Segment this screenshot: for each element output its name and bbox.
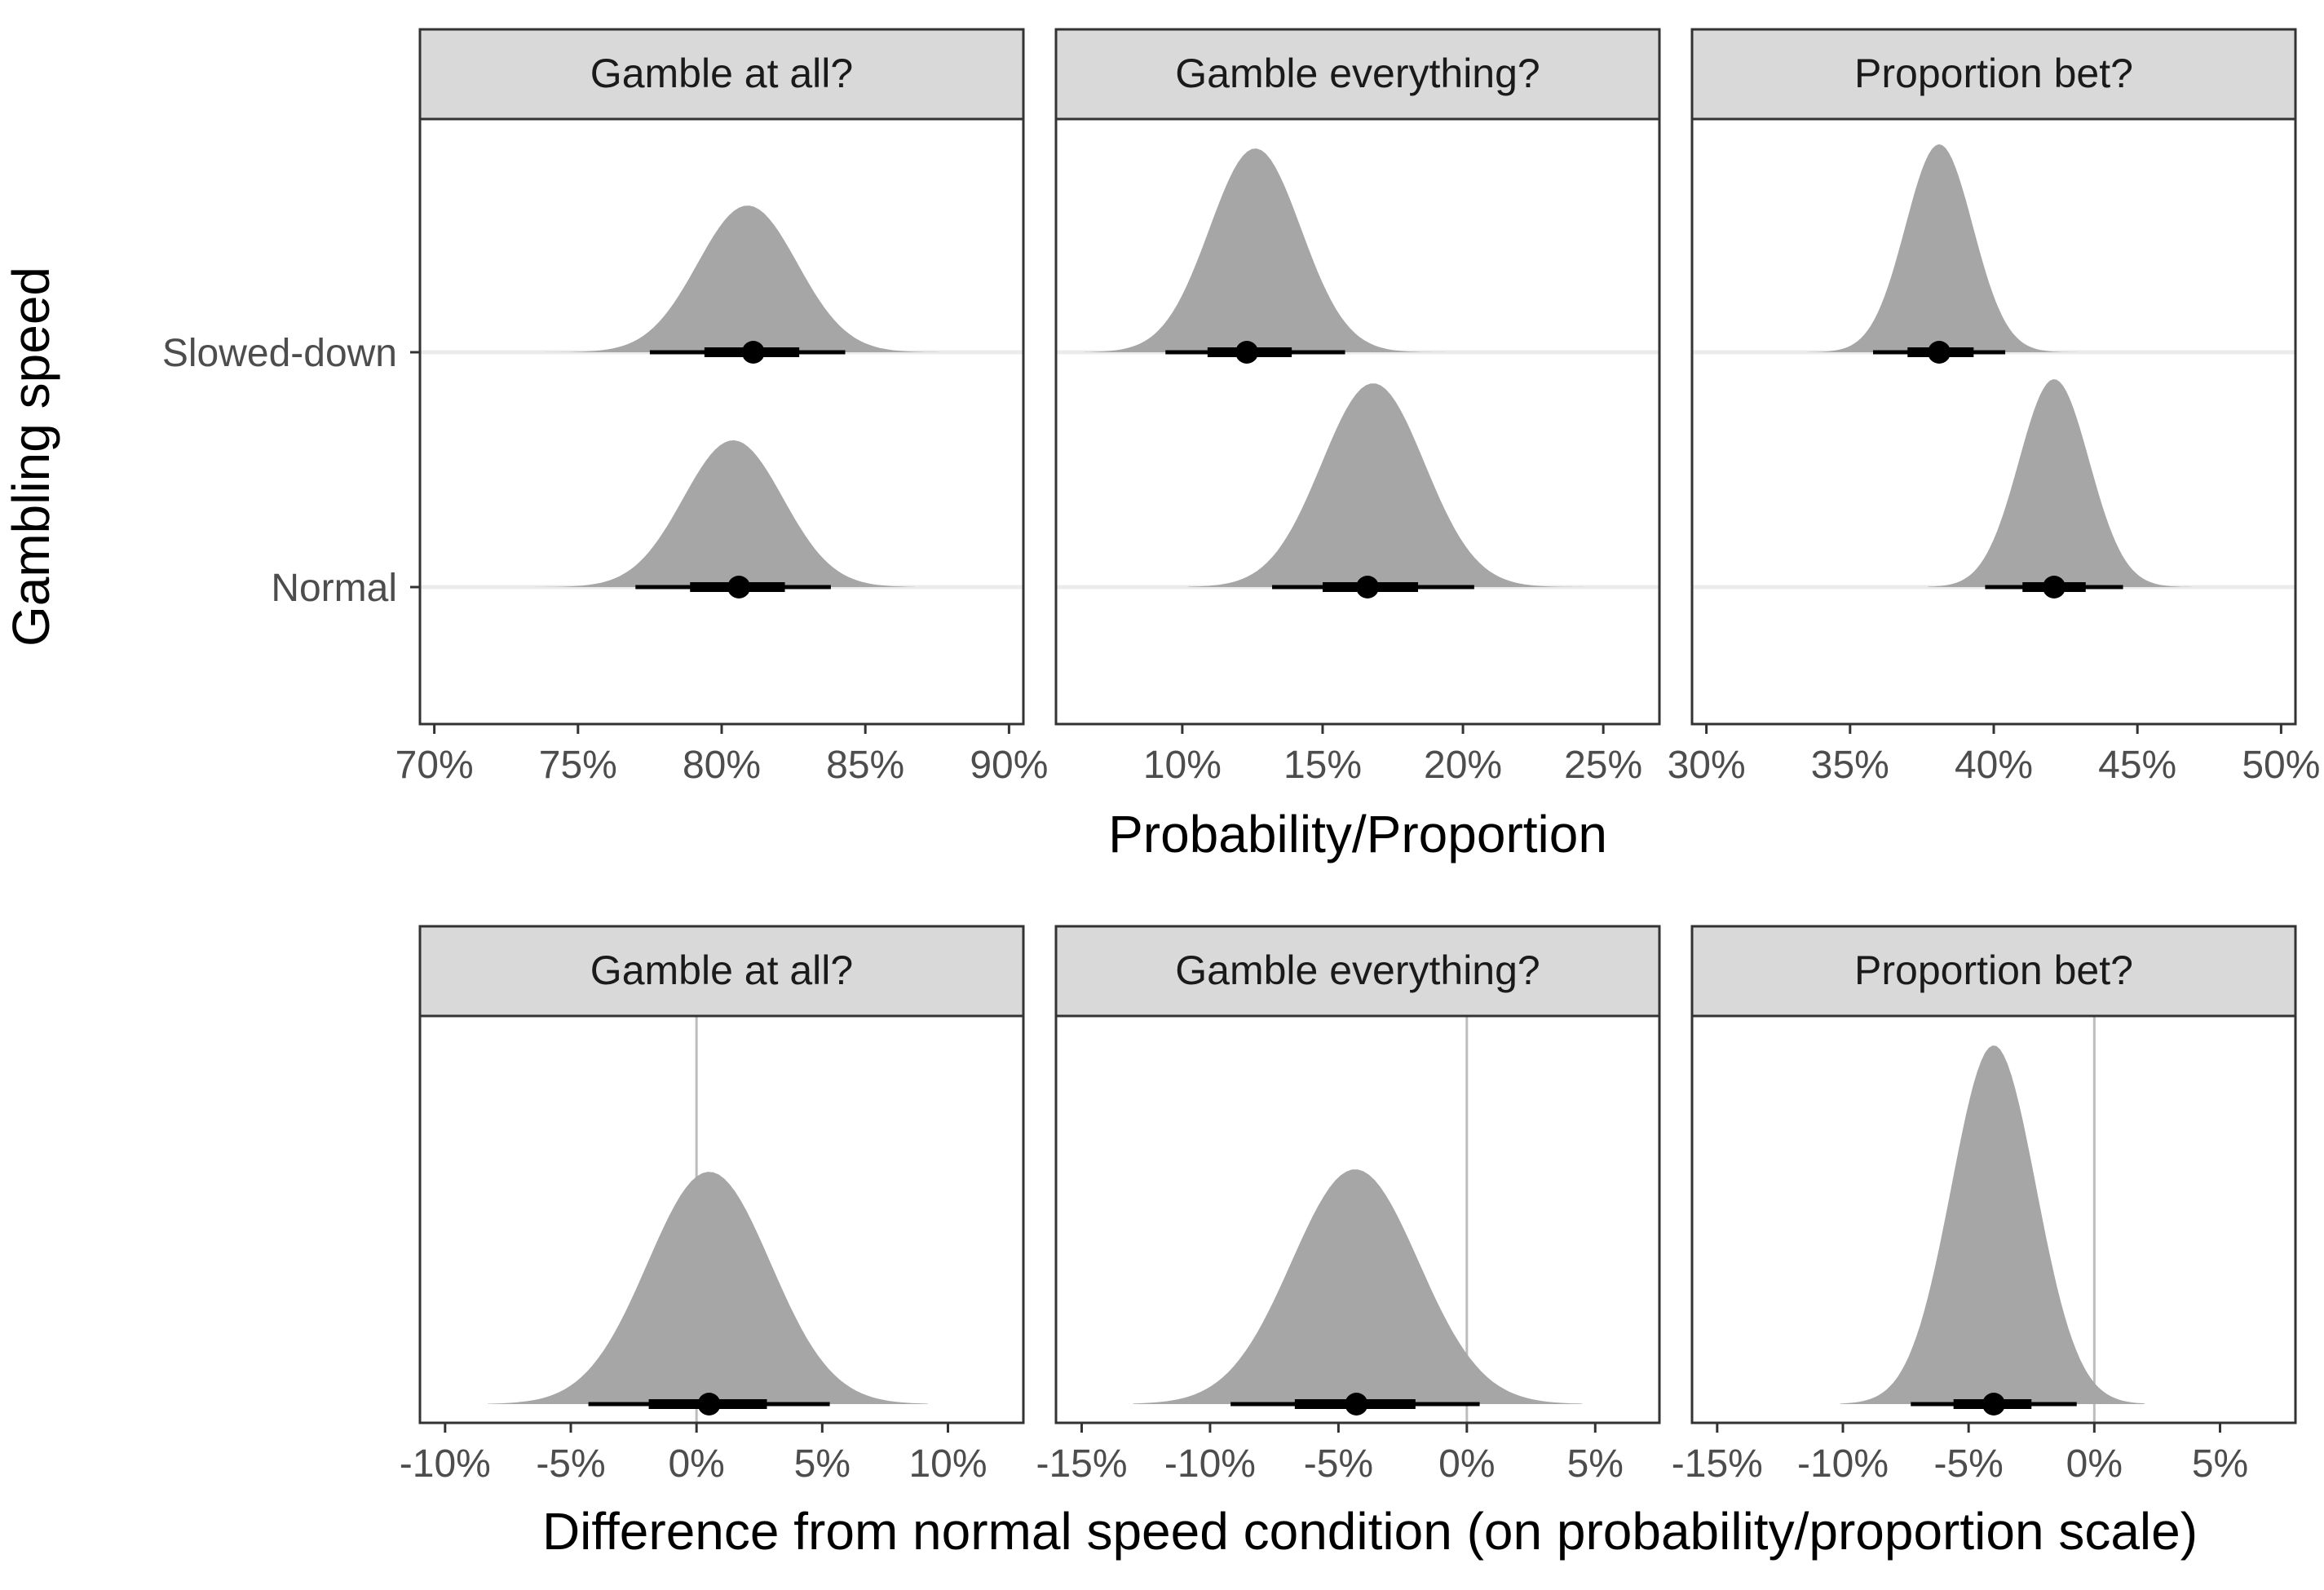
point-estimate-r0-c1-slowed-down [1235, 341, 1259, 364]
strip-background-r1-c0 [418, 925, 1025, 1018]
density-r0-c1-normal [1187, 383, 1584, 587]
x-tick-label-r1-c0-0: -10% [400, 1442, 491, 1486]
x-axis-title-bottom: Difference from normal speed condition (… [542, 1502, 2198, 1561]
strip-label-r0-c1: Gamble everything? [1175, 51, 1540, 96]
x-tick-label-r0-c0-0: 70% [395, 744, 474, 787]
x-tick-label-r1-c2-3: 0% [2066, 1442, 2123, 1486]
density-r0-c2-normal [1928, 379, 2193, 587]
x-tick-label-r0-c2-0: 30% [1668, 744, 1746, 787]
strip-background-r1-c1 [1054, 925, 1661, 1018]
strip-label-r1-c0: Gamble at all? [590, 947, 853, 993]
strip-background-r0-c0 [418, 28, 1025, 121]
x-tick-label-r1-c1-3: 0% [1438, 1442, 1495, 1486]
point-estimate-r1-c1-diff [1345, 1393, 1368, 1416]
point-estimate-r0-c2-slowed-down [1928, 341, 1951, 364]
x-tick-label-r1-c0-4: 10% [908, 1442, 987, 1486]
density-r0-c1-slowed-down [1084, 148, 1458, 352]
panel-border-r1-c2 [1690, 1014, 2297, 1424]
panel-border-r0-c1 [1054, 117, 1661, 726]
x-tick-label-r0-c2-1: 35% [1811, 744, 1889, 787]
density-r1-c2-diff [1840, 1045, 2145, 1404]
x-tick-label-r1-c2-1: -10% [1797, 1442, 1889, 1486]
strip-background-r0-c1 [1054, 28, 1661, 121]
panel-border-r1-c1 [1054, 1014, 1661, 1424]
strip-background-r1-c2 [1690, 925, 2297, 1018]
y-axis-title: Gambling speed [2, 267, 60, 647]
x-tick-label-r0-c2-4: 50% [2242, 744, 2320, 787]
x-tick-label-r1-c1-4: 5% [1567, 1442, 1624, 1486]
x-tick-label-r0-c0-4: 90% [970, 744, 1048, 787]
panel-background-r0-c2 [1692, 119, 2295, 724]
strip-background-r0-c2 [1690, 28, 2297, 121]
chart-root: Gamble at all? 70% 75% 80% 85% 90% Slowed-down… [162, 28, 2320, 1486]
x-tick-label-r0-c0-2: 80% [683, 744, 761, 787]
point-estimate-r1-c2-diff [1982, 1393, 2005, 1416]
x-tick-label-r0-c0-3: 85% [826, 744, 904, 787]
strip-label-r1-c2: Proportion bet? [1854, 947, 2133, 993]
point-estimate-r1-c0-diff [697, 1393, 721, 1416]
point-estimate-r0-c2-normal [2043, 576, 2066, 598]
strip-label-r1-c1: Gamble everything? [1175, 947, 1540, 993]
x-tick-label-r0-c1-0: 10% [1143, 744, 1222, 787]
point-estimate-r0-c1-normal [1356, 576, 1380, 598]
x-tick-label-r1-c1-2: -5% [1304, 1442, 1373, 1486]
density-r0-c0-normal [535, 440, 915, 587]
panel-border-r1-c0 [418, 1014, 1025, 1424]
x-tick-label-r1-c2-2: -5% [1933, 1442, 2003, 1486]
x-tick-label-r0-c2-2: 40% [1955, 744, 2033, 787]
x-tick-label-r1-c2-4: 5% [2192, 1442, 2248, 1486]
x-tick-label-r0-c0-1: 75% [539, 744, 617, 787]
x-tick-label-r1-c1-0: -15% [1036, 1442, 1127, 1486]
x-tick-label-r1-c0-1: -5% [536, 1442, 605, 1486]
panel-background-r0-c0 [420, 119, 1023, 724]
density-r1-c1-diff [1133, 1169, 1583, 1404]
y-tick-label-0: Slowed-down [162, 332, 397, 375]
point-estimate-r0-c0-slowed-down [741, 341, 765, 364]
density-r0-c2-slowed-down [1807, 144, 2078, 352]
strip-label-r0-c0: Gamble at all? [590, 51, 853, 96]
density-r1-c0-diff [488, 1172, 928, 1404]
x-tick-label-r1-c1-1: -10% [1164, 1442, 1256, 1486]
strip-label-r0-c2: Proportion bet? [1854, 51, 2133, 96]
y-tick-label-1: Normal [271, 567, 397, 610]
x-tick-label-r1-c0-2: 0% [668, 1442, 724, 1486]
x-tick-label-r1-c0-3: 5% [794, 1442, 851, 1486]
x-axis-title-top: Probability/Proportion [1108, 805, 1607, 863]
x-tick-label-r0-c2-3: 45% [2098, 744, 2176, 787]
x-tick-label-r0-c1-2: 20% [1424, 744, 1502, 787]
x-tick-label-r0-c1-3: 25% [1564, 744, 1642, 787]
point-estimate-r0-c0-normal [727, 576, 751, 598]
x-tick-label-r1-c2-0: -15% [1672, 1442, 1763, 1486]
x-tick-label-r0-c1-1: 15% [1284, 744, 1362, 787]
density-r0-c0-slowed-down [537, 205, 940, 352]
